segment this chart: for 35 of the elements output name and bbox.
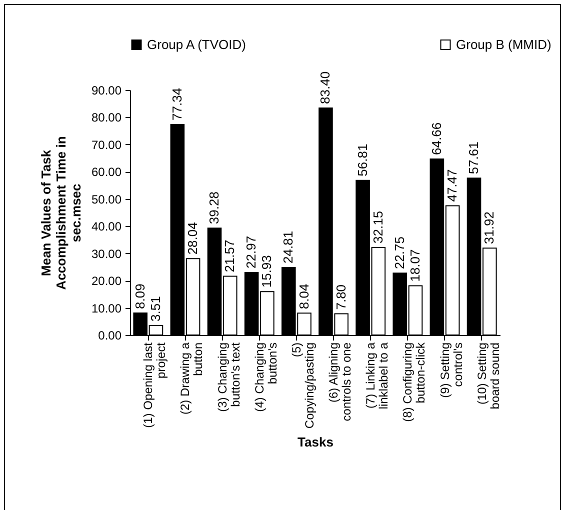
data-label: 7.80 bbox=[333, 284, 348, 310]
x-axis-title: Tasks bbox=[298, 434, 334, 450]
data-label: 31.92 bbox=[482, 212, 497, 244]
data-label: 77.34 bbox=[169, 88, 184, 120]
y-tick-label: 80.00 bbox=[91, 110, 122, 125]
y-tick-label: 0.00 bbox=[98, 328, 122, 342]
data-label: 32.15 bbox=[370, 210, 386, 244]
data-label: 8.09 bbox=[132, 284, 148, 309]
legend-label: Group B (MMID) bbox=[456, 36, 552, 52]
y-tick-label: 60.00 bbox=[91, 165, 122, 180]
data-label: 15.93 bbox=[259, 255, 274, 288]
y-tick-label: 30.00 bbox=[91, 246, 122, 261]
data-label: 57.61 bbox=[466, 142, 482, 174]
data-label: 83.40 bbox=[318, 71, 333, 104]
data-label: 24.81 bbox=[280, 230, 296, 264]
data-label: 8.04 bbox=[296, 284, 312, 310]
data-label: 3.51 bbox=[148, 296, 163, 322]
data-label: 64.66 bbox=[428, 122, 444, 155]
data-label: 56.81 bbox=[354, 144, 370, 176]
data-label: 18.07 bbox=[408, 249, 422, 282]
data-label: 28.04 bbox=[185, 222, 200, 255]
y-axis-title: Mean Values of Task Accomplishment Time in sec.msec bbox=[38, 136, 84, 290]
y-tick-label: 10.00 bbox=[91, 301, 122, 316]
y-tick-label: 50.00 bbox=[91, 192, 122, 206]
x-tick-label: (1) Opening last project bbox=[141, 342, 168, 428]
legend-label: Group A (TVOID) bbox=[147, 36, 246, 52]
data-label: 39.28 bbox=[206, 192, 222, 224]
data-label: 22.75 bbox=[392, 236, 407, 270]
y-tick-label: 90.00 bbox=[91, 84, 122, 98]
data-label: 21.57 bbox=[222, 240, 238, 272]
y-tick-label: 70.00 bbox=[91, 138, 122, 152]
y-tick-label: 40.00 bbox=[91, 220, 122, 234]
y-tick-label: 20.00 bbox=[91, 274, 122, 288]
data-label: 47.47 bbox=[444, 169, 460, 202]
data-label: 22.97 bbox=[244, 236, 259, 268]
